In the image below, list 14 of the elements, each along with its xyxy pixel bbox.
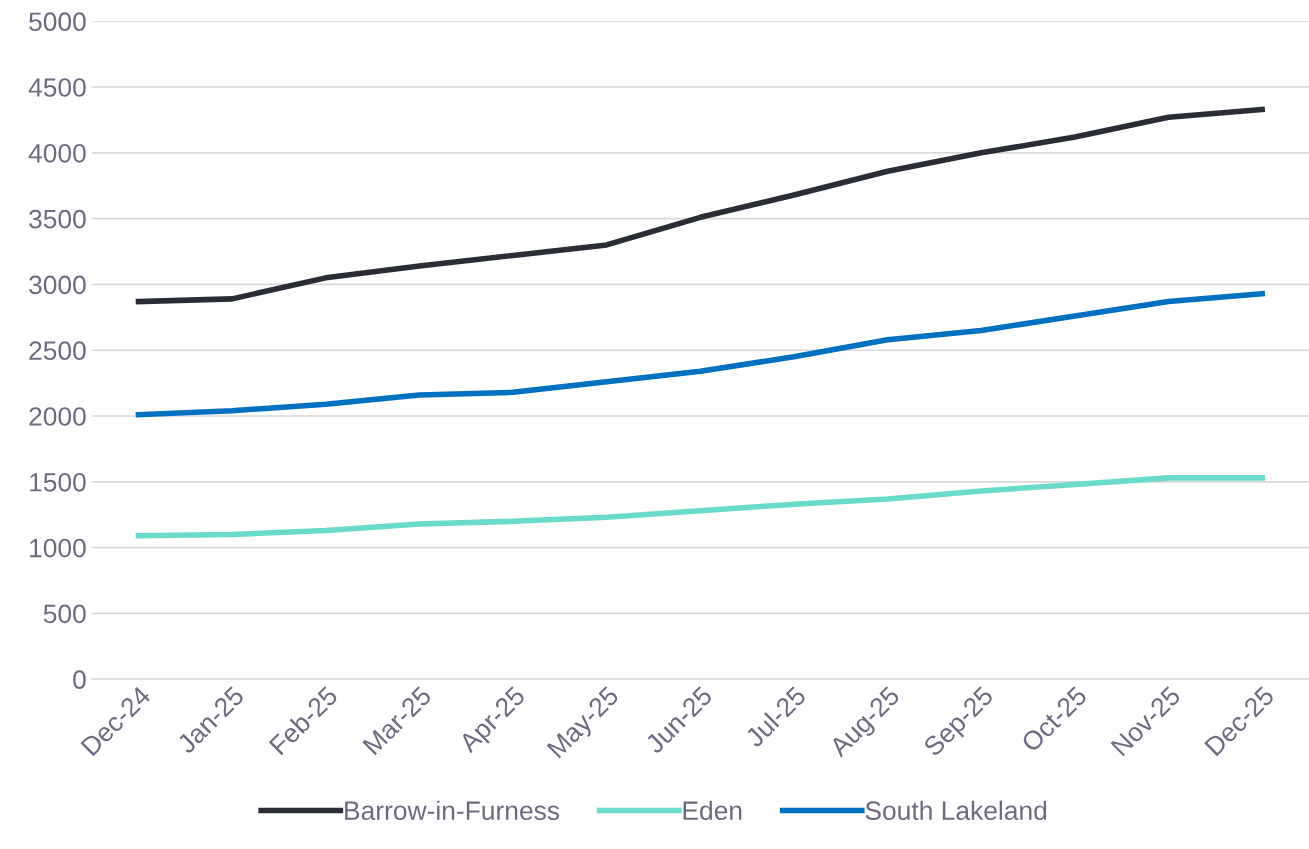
y-tick-label: 2000 (29, 407, 86, 426)
y-tick-label: 2500 (29, 341, 86, 361)
y-tick-label: 5000 (29, 12, 86, 32)
y-tick-label: 3500 (29, 209, 86, 229)
y-tick-label: 3000 (29, 275, 86, 295)
legend-label: South Lakeland (865, 800, 1047, 821)
y-tick-label: 500 (43, 604, 86, 624)
y-tick-label: 0 (73, 670, 86, 690)
y-tick-label: 4000 (28, 143, 86, 163)
legend-label: Eden (683, 800, 742, 821)
y-tick-label: 4500 (28, 78, 86, 97)
y-tick-label: 1000 (30, 538, 86, 558)
y-tick-label: 1500 (30, 472, 86, 492)
legend-label: Barrow-in-Furness (345, 800, 560, 821)
